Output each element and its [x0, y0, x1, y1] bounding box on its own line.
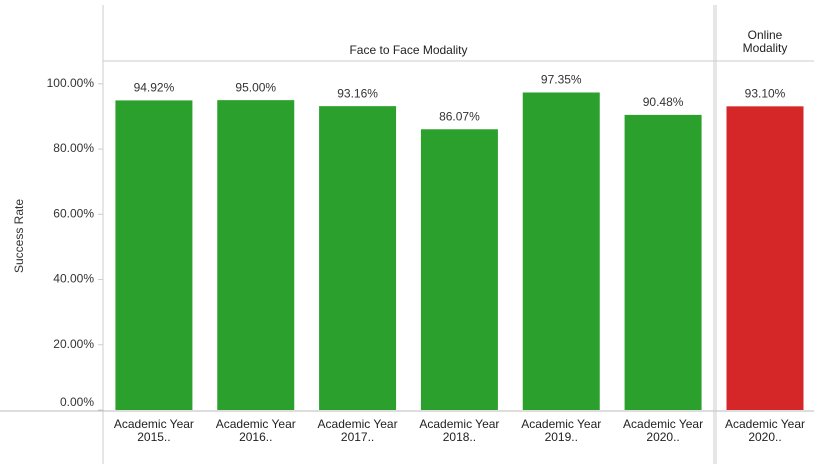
x-tick-label: Academic Year 2020..: [724, 417, 806, 444]
value-label: 93.10%: [745, 87, 786, 101]
value-label: 95.00%: [235, 80, 276, 94]
y-tick-label: 20.00%: [53, 337, 94, 351]
value-label: 94.92%: [134, 81, 175, 95]
x-tick-label: Academic Year 2020..: [623, 417, 704, 444]
y-tick-label: 60.00%: [53, 206, 94, 220]
x-tick-label: Academic Year 2016..: [215, 417, 296, 444]
bar: [319, 106, 397, 410]
x-tick-label: Academic Year 2015..: [113, 417, 194, 444]
bar: [420, 129, 498, 410]
y-tick-label: 80.00%: [53, 141, 94, 155]
value-label: 93.16%: [337, 86, 378, 100]
y-tick-label: 100.00%: [47, 76, 95, 90]
bar: [217, 100, 295, 410]
pane-title: Online Modality: [742, 28, 788, 55]
y-tick-label: 0.00%: [60, 395, 94, 409]
value-label: 90.48%: [643, 95, 684, 109]
bar: [624, 114, 702, 410]
x-tick-label: Academic Year 2018..: [419, 417, 500, 444]
x-tick-label: Academic Year 2019..: [521, 417, 602, 444]
x-tick-label: Academic Year 2017..: [317, 417, 398, 444]
bar: [522, 92, 600, 411]
value-label: 97.35%: [541, 73, 582, 87]
pane-title: Face to Face Modality: [349, 43, 468, 57]
bar: [115, 100, 193, 410]
y-tick-label: 40.00%: [53, 272, 94, 286]
value-label: 86.07%: [439, 109, 480, 123]
bar: [726, 106, 804, 411]
y-axis-label: Success Rate: [12, 199, 26, 273]
